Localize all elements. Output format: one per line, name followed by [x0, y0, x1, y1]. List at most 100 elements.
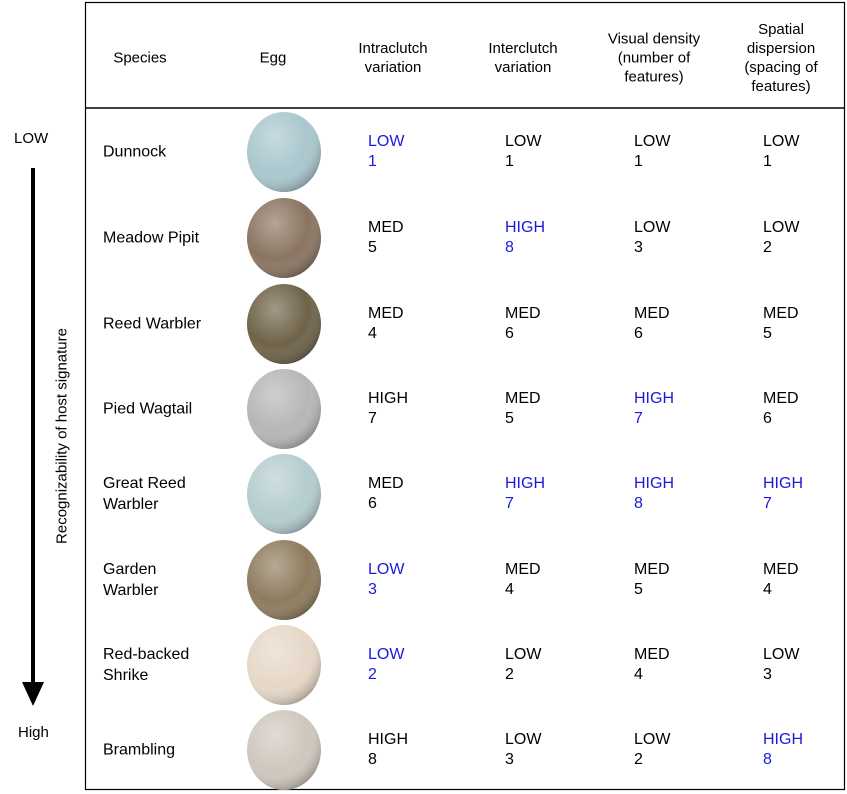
score-cell: MED 5 — [634, 560, 670, 600]
species: Garden Warbler — [103, 561, 159, 599]
cell-level: MED — [368, 475, 404, 492]
arrow-head — [22, 682, 44, 706]
egg-shape — [247, 284, 321, 364]
cell-level: LOW — [634, 219, 671, 236]
cell-score: 2 — [763, 239, 772, 256]
cell-level: HIGH — [505, 475, 545, 492]
score-cell: HIGH 8 — [505, 218, 545, 258]
species: Dunnock — [103, 143, 167, 161]
cell-level: LOW — [763, 219, 800, 236]
egg-shape — [247, 112, 321, 192]
egg — [247, 198, 321, 278]
cell-score: 1 — [368, 153, 377, 170]
cell-level: LOW — [763, 646, 800, 663]
species: Reed Warbler — [103, 315, 202, 333]
score-cell: LOW 1 — [505, 132, 541, 172]
egg — [247, 369, 321, 449]
species: Great Reed Warbler — [103, 475, 186, 513]
egg — [247, 540, 321, 620]
score-cell: HIGH 8 — [763, 730, 803, 770]
egg-shape — [247, 625, 321, 705]
score-cell: MED 6 — [634, 304, 670, 344]
cell-score: 3 — [368, 581, 377, 598]
cell-level: LOW — [634, 731, 671, 748]
cell-score: 3 — [634, 239, 643, 256]
cell-level: LOW — [505, 646, 542, 663]
score-cell: LOW 1 — [368, 132, 404, 172]
cell-level: MED — [763, 561, 799, 578]
cell-level: HIGH — [763, 731, 803, 748]
cell-score: 2 — [368, 666, 377, 683]
cell-score: 5 — [368, 239, 377, 256]
cell-score: 1 — [634, 153, 643, 170]
egg-shape — [247, 454, 321, 534]
cell-level: MED — [505, 390, 541, 407]
table-border — [84, 1, 846, 791]
score-cell: MED 4 — [368, 304, 404, 344]
cell-level: LOW — [505, 731, 542, 748]
cell-score: 4 — [505, 581, 514, 598]
cell-level: HIGH — [368, 731, 408, 748]
score-cell: MED 5 — [368, 218, 404, 258]
score-cell: HIGH 7 — [763, 474, 803, 514]
score-cell: MED 4 — [634, 645, 670, 685]
cell-score: 5 — [505, 410, 514, 427]
cell-level: MED — [763, 390, 799, 407]
column-header: Interclutch variation — [488, 40, 558, 76]
axis-label: Recognizability of host signature — [53, 328, 71, 544]
cell-score: 6 — [505, 325, 514, 342]
egg-shape — [247, 369, 321, 449]
egg — [247, 454, 321, 534]
cell-score: 3 — [763, 666, 772, 683]
cell-score: 8 — [368, 751, 377, 768]
cell-score: 7 — [763, 495, 772, 512]
cell-level: MED — [634, 646, 670, 663]
cell-score: 4 — [763, 581, 772, 598]
score-cell: MED 5 — [763, 304, 799, 344]
cell-score: 7 — [634, 410, 643, 427]
cell-level: MED — [505, 305, 541, 322]
score-cell: MED 6 — [368, 474, 404, 514]
score-cell: LOW 2 — [763, 218, 799, 258]
cell-score: 1 — [763, 153, 772, 170]
score-cell: LOW 3 — [634, 218, 670, 258]
cell-level: MED — [368, 219, 404, 236]
column-header: Egg — [259, 49, 287, 67]
axis-top: LOW — [14, 130, 49, 147]
score-cell: MED 5 — [505, 389, 541, 429]
cell-level: MED — [763, 305, 799, 322]
cell-score: 6 — [763, 410, 772, 427]
egg-shape — [247, 198, 321, 278]
egg — [247, 625, 321, 705]
cell-score: 8 — [505, 239, 514, 256]
cell-score: 1 — [505, 153, 514, 170]
cell-level: LOW — [368, 561, 405, 578]
cell-level: LOW — [505, 133, 542, 150]
score-cell: HIGH 8 — [368, 730, 408, 770]
cell-level: LOW — [368, 133, 405, 150]
axis-bottom: High — [18, 724, 49, 741]
score-cell: LOW 2 — [368, 645, 404, 685]
cell-level: HIGH — [505, 219, 545, 236]
score-cell: LOW 1 — [634, 132, 670, 172]
column-header: Spatial dispersion (spacing of features) — [744, 21, 818, 95]
score-cell: MED 4 — [763, 560, 799, 600]
egg — [247, 112, 321, 192]
cell-level: MED — [634, 305, 670, 322]
column-header: Visual density (number of features) — [607, 30, 701, 86]
cell-level: MED — [505, 561, 541, 578]
species: Pied Wagtail — [103, 400, 193, 418]
cell-score: 4 — [368, 325, 377, 342]
score-cell: HIGH 7 — [368, 389, 408, 429]
cell-score: 7 — [505, 495, 514, 512]
score-cell: LOW 2 — [634, 730, 670, 770]
egg — [247, 710, 321, 790]
cell-score: 2 — [505, 666, 514, 683]
score-cell: MED 6 — [505, 304, 541, 344]
cell-score: 4 — [634, 666, 643, 683]
egg — [247, 284, 321, 364]
score-cell: HIGH 8 — [634, 474, 674, 514]
score-cell: LOW 3 — [763, 645, 799, 685]
cell-score: 3 — [505, 751, 514, 768]
